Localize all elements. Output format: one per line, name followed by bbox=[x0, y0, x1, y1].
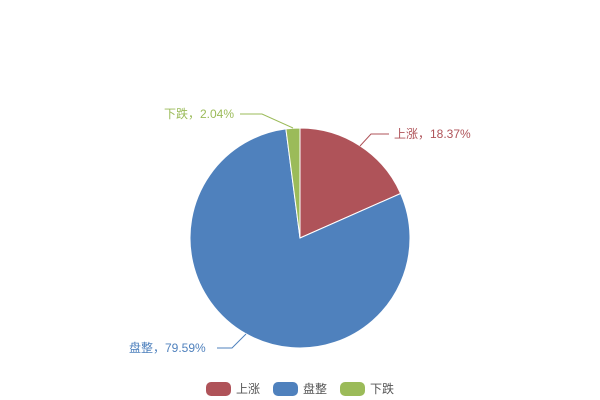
slice-label-rise: 上涨，18.37% bbox=[394, 127, 471, 141]
legend-swatch-fall bbox=[340, 381, 365, 396]
slice-label-flat: 盘整，79.59% bbox=[129, 341, 206, 355]
legend-label-rise: 上涨 bbox=[235, 382, 260, 396]
legend-item-fall[interactable]: 下跌 bbox=[340, 380, 394, 397]
pie-slice-1[interactable] bbox=[189, 128, 411, 349]
pie-slices-group bbox=[189, 127, 411, 349]
label-line-fall bbox=[240, 113, 294, 129]
legend-item-flat[interactable]: 盘整 bbox=[272, 380, 327, 397]
legend-swatch-flat bbox=[272, 381, 298, 396]
label-line-rise bbox=[359, 133, 389, 147]
pie-slice-2[interactable] bbox=[285, 127, 301, 239]
legend-item-rise[interactable]: 上涨 bbox=[205, 380, 260, 397]
slice-label-fall: 下跌，2.04% bbox=[164, 107, 235, 121]
label-line-flat bbox=[217, 333, 247, 349]
legend-label-fall: 下跌 bbox=[370, 382, 395, 396]
legend-label-flat: 盘整 bbox=[302, 382, 327, 396]
legend-swatch-rise bbox=[205, 381, 231, 396]
legend: 上涨 盘整 下跌 bbox=[0, 380, 600, 397]
